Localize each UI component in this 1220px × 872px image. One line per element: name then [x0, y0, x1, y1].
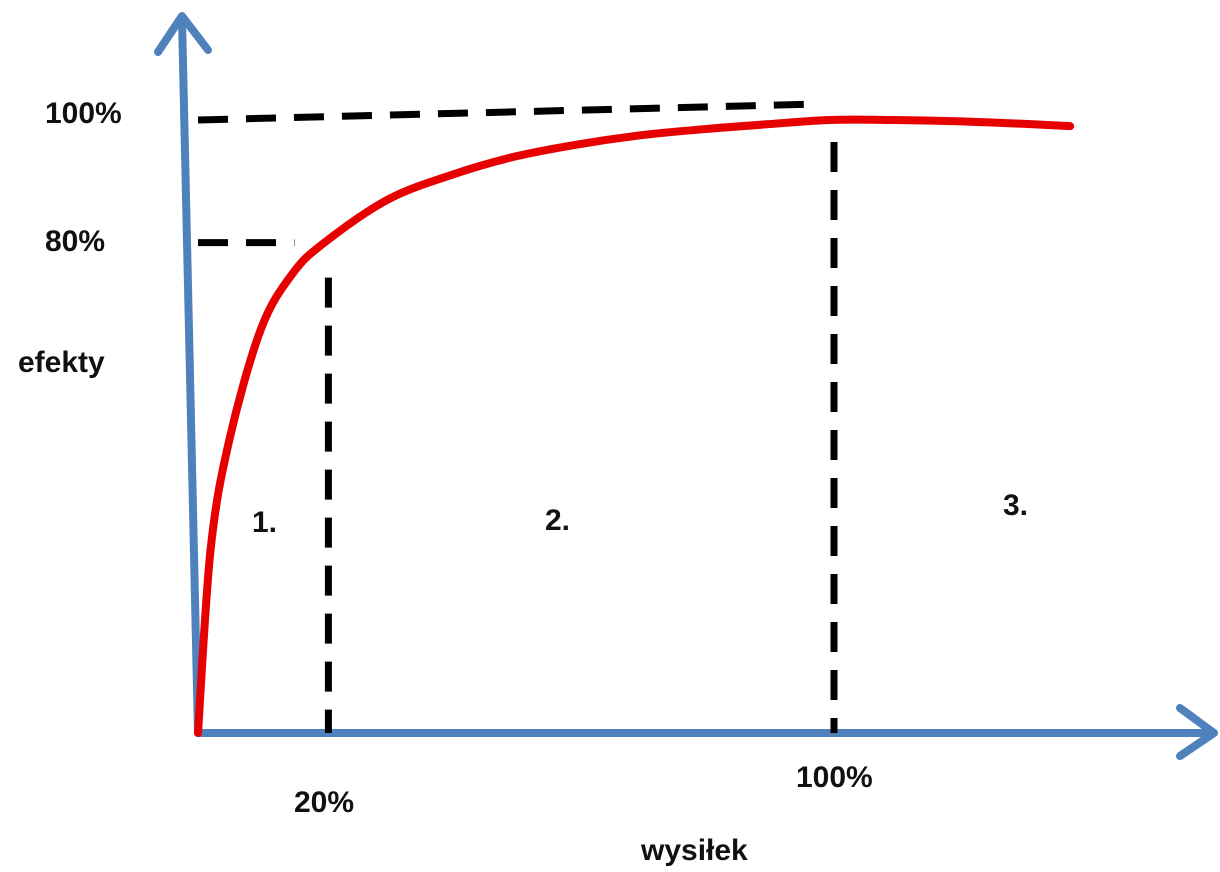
y-tick-label: 100% [45, 97, 122, 130]
x-axis-arrowhead [1176, 704, 1218, 760]
y-axis-arrowhead [154, 12, 212, 56]
horizontal-guide [197, 100, 819, 124]
x-axis-label: wysiłek [640, 834, 748, 867]
y-axis-label: efekty [18, 346, 105, 379]
region-label: 2. [545, 504, 570, 537]
y-axis [178, 14, 202, 737]
reference-guides [197, 100, 838, 733]
x-tick-label: 20% [294, 786, 354, 819]
effect-curve [194, 115, 1075, 737]
x-tick-label: 100% [796, 761, 873, 794]
region-label: 3. [1003, 489, 1028, 522]
y-tick-label: 80% [45, 225, 105, 258]
region-label: 1. [252, 506, 277, 539]
